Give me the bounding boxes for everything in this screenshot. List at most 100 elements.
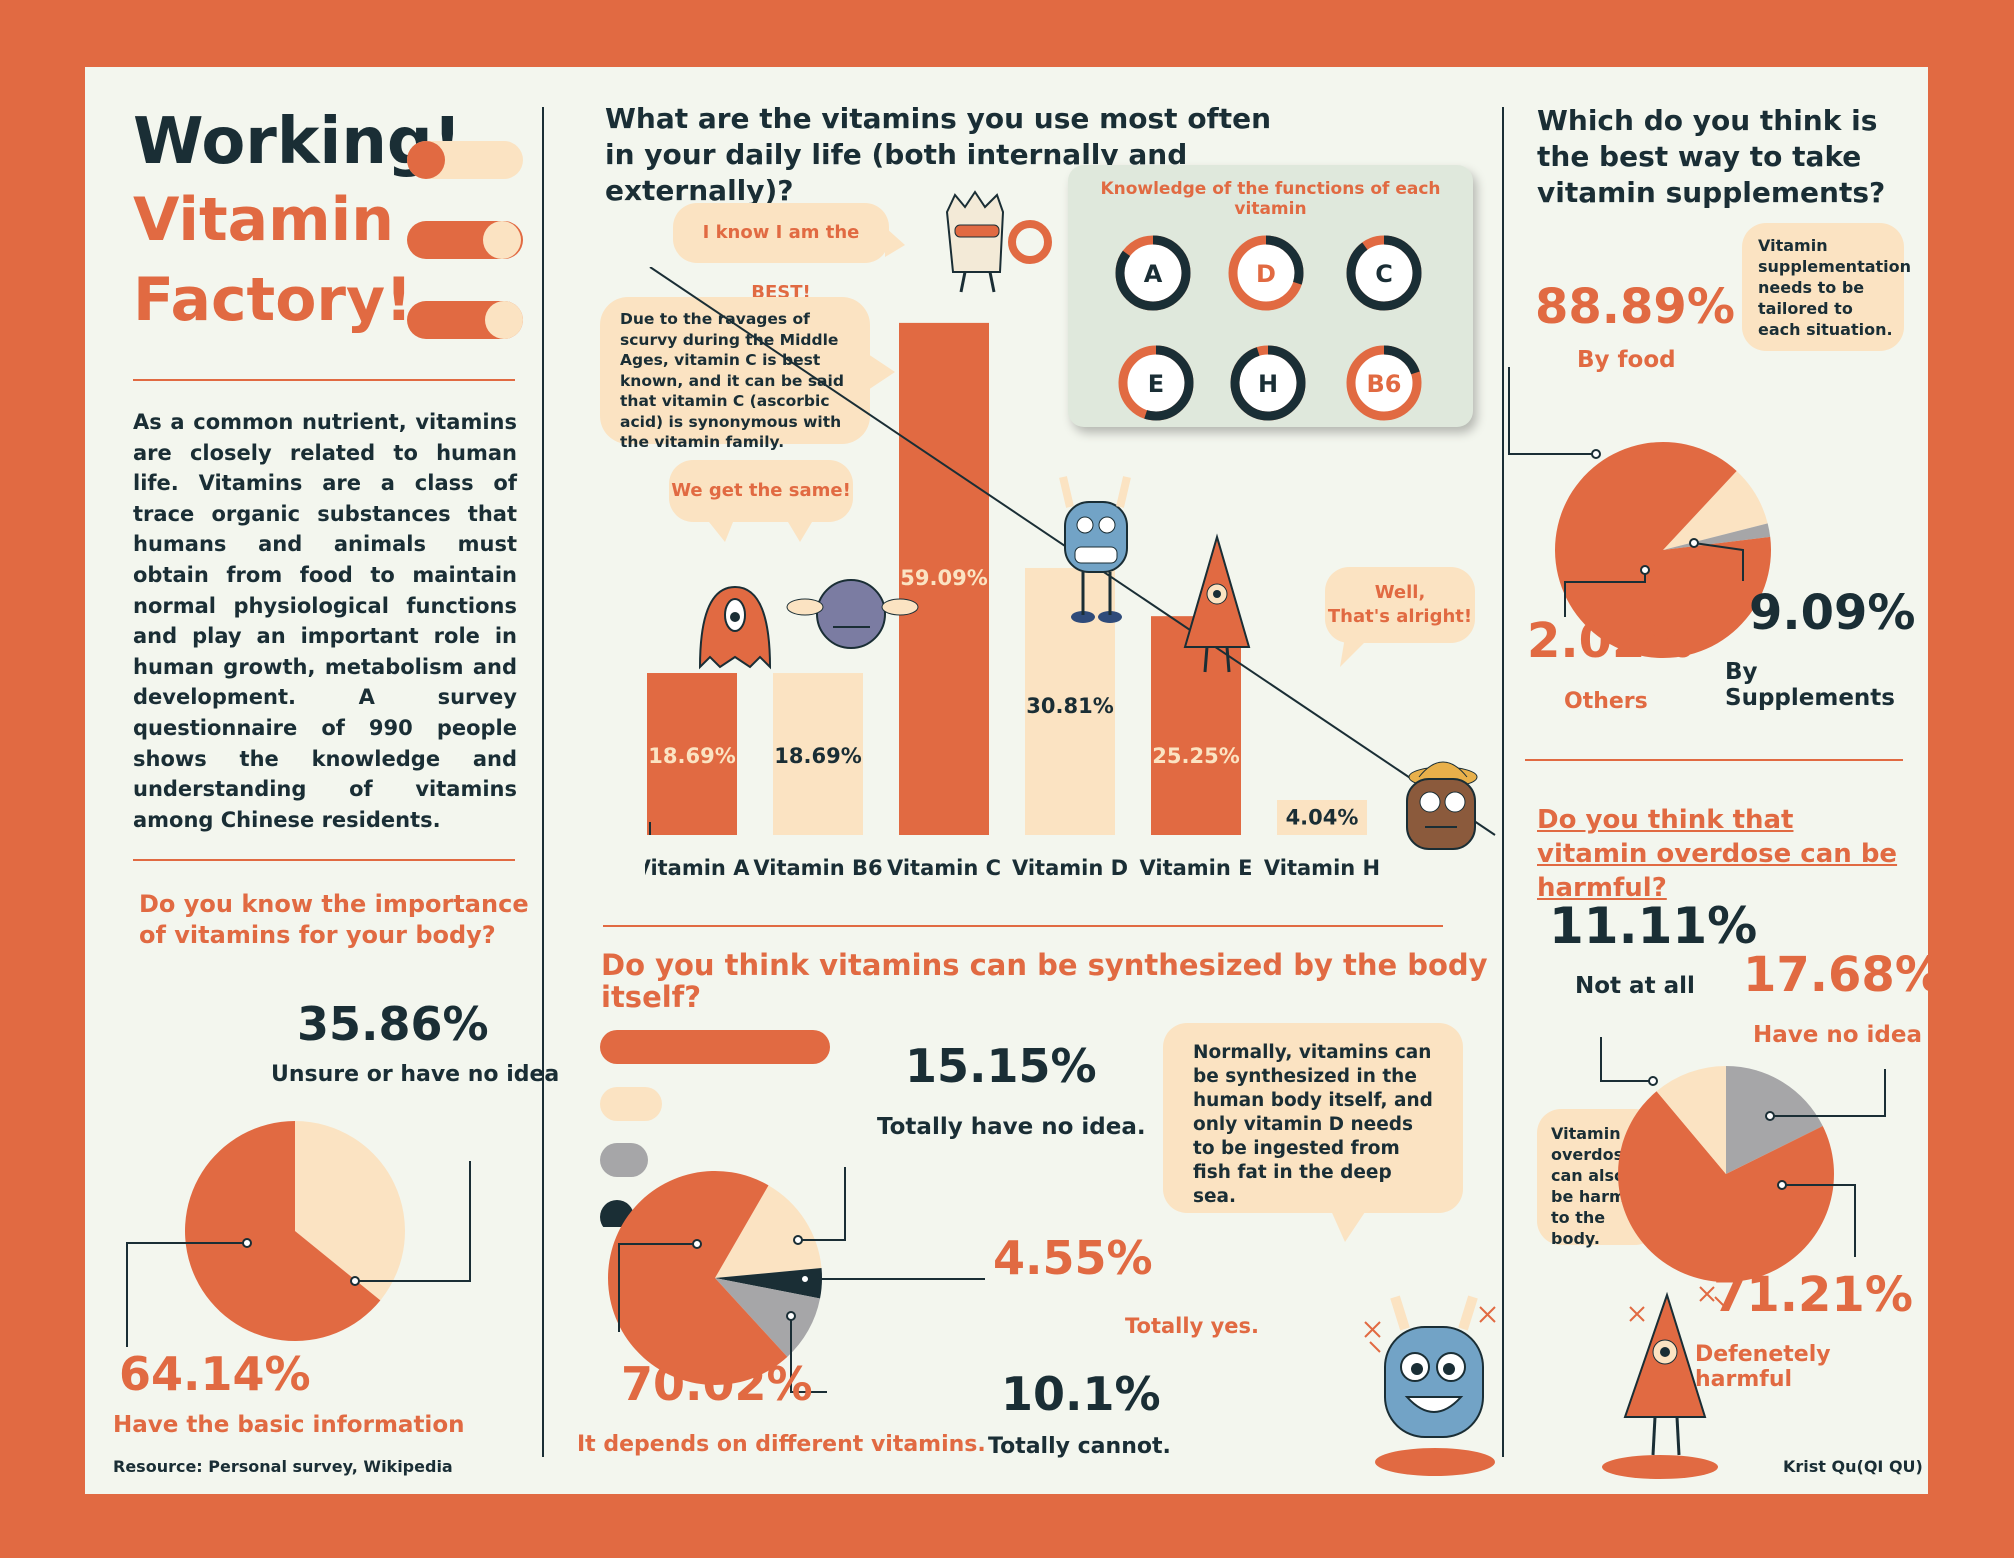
overdose-pie-chart xyxy=(1600,1037,1886,1282)
supplement-others-label: Others xyxy=(1564,689,1648,714)
synth-question: Do you think vitamins can be synthesized… xyxy=(601,948,1488,1014)
pie-supplement-slice-0 xyxy=(1663,471,1768,550)
bar-category-label-4: Vitamin E xyxy=(1140,856,1253,880)
vitamin-ring-fill-4 xyxy=(1230,345,1306,421)
synth-noidea-value: 15.15% xyxy=(905,1039,1097,1093)
vitamin-ring-fill-3 xyxy=(1118,345,1194,421)
supplement-supp-value: 9.09% xyxy=(1749,585,1916,641)
vitamin-letter-3: E xyxy=(1148,370,1164,398)
importance-basic-label: Have the basic information xyxy=(113,1412,465,1438)
synth-bubble: Normally, vitamins can be synthesized in… xyxy=(1163,1023,1463,1213)
synth-yes-label: Totally yes. xyxy=(1125,1314,1259,1338)
overdose-harmful-label: Defenetely harmful xyxy=(1695,1342,1831,1392)
ball-character-icon xyxy=(786,579,919,649)
synth-pie xyxy=(608,1171,822,1385)
overdose-question: Do you think that vitamin overdose can b… xyxy=(1537,805,1898,903)
column-divider-2 xyxy=(1502,107,1504,1457)
bar-5 xyxy=(1277,799,1367,835)
ghost-character-icon xyxy=(698,585,772,670)
credit: Krist Qu(QI QU) xyxy=(1783,1457,1923,1476)
pie-overdose-slice-0 xyxy=(1726,1066,1823,1174)
overdose-noidea-label: Have no idea xyxy=(1753,1022,1923,1048)
legend-pill-grey xyxy=(600,1143,648,1177)
pie-supplement-slice-2 xyxy=(1555,442,1771,658)
bar-value-label-1: 18.69% xyxy=(774,744,861,768)
divider-middle xyxy=(603,925,1443,927)
knowledge-title: Knowledge of the functions of each vitam… xyxy=(1100,179,1441,219)
vitamin-ring-fill-5 xyxy=(1346,345,1422,421)
overdose-notatall-value: 11.11% xyxy=(1549,897,1758,955)
alright-line-2: That's alright! xyxy=(1327,606,1473,627)
cup-character-icon xyxy=(945,190,1052,293)
bar-3 xyxy=(1025,567,1115,835)
overdose-notatall-label: Not at all xyxy=(1575,973,1695,999)
divider-left-1 xyxy=(133,379,515,381)
pie-synth-slice-1 xyxy=(715,1268,822,1299)
overdose-pie xyxy=(1618,1066,1834,1282)
bar-2 xyxy=(899,322,989,835)
bar-value-label-2: 59.09% xyxy=(900,566,987,590)
knowledge-icons: A D C E H B6 xyxy=(1115,235,1422,421)
infographic-panel: Working! Vitamin Factory! As a common nu… xyxy=(85,67,1943,1494)
vitamin-ring-fill-2 xyxy=(1346,235,1422,311)
importance-pie-chart xyxy=(126,1121,471,1347)
importance-unsure-label: Unsure or have no idea xyxy=(271,1062,560,1087)
bar-category-label-5: Vitamin H xyxy=(1264,856,1380,880)
supplement-pie-chart xyxy=(1508,367,1771,658)
intro-paragraph: As a common nutrient, vitamins are close… xyxy=(133,410,517,832)
tailored-bubble: Vitamin supplementation needs to be tail… xyxy=(1742,223,1911,351)
bar-category-label-3: Vitamin D xyxy=(1012,856,1128,880)
vitamin-letter-1: D xyxy=(1256,260,1276,288)
importance-pie xyxy=(184,1121,405,1341)
scurvy-bubble: Due to the ravages of scurvy during the … xyxy=(600,297,870,451)
vitamin-bar-chart: 18.69% Vitamin A 18.69% Vitamin B6 59.09% Vit… xyxy=(645,267,1496,880)
vitamin-letter-5: B6 xyxy=(1367,370,1402,398)
title-line-2: Vitamin xyxy=(133,185,394,255)
pie-importance-slice-0 xyxy=(295,1121,405,1301)
overdose-noidea-value: 17.68% xyxy=(1743,947,1943,1003)
vitamin-ring-fill-0 xyxy=(1115,235,1191,311)
bar-value-label-5: 4.04% xyxy=(1286,805,1359,829)
knowledge-box: Knowledge of the functions of each vitam… xyxy=(1068,165,1473,427)
synth-cannot-label: Totally cannot. xyxy=(988,1434,1171,1459)
supplement-food-label: By food xyxy=(1577,347,1676,373)
bar-value-label-0: 18.69% xyxy=(648,744,735,768)
supplement-food-value: 88.89% xyxy=(1535,279,1735,335)
synth-yes-value: 4.55% xyxy=(993,1231,1153,1285)
triangle-character-icon xyxy=(1183,533,1251,673)
bar-1 xyxy=(773,673,863,835)
supplement-question: Which do you think is the best way to ta… xyxy=(1537,104,1886,209)
synth-depends-label: It depends on different vitamins. xyxy=(577,1432,986,1457)
synth-cannot-value: 10.1% xyxy=(1001,1367,1161,1421)
pie-synth-slice-0 xyxy=(715,1185,822,1278)
supplement-others-value: 2.02% xyxy=(1527,613,1694,669)
divider-left-2 xyxy=(133,859,515,861)
pie-synth-slice-2 xyxy=(715,1278,821,1357)
importance-question: Do you know the importance of vitamins f… xyxy=(139,890,529,949)
worried-triangle-character-icon xyxy=(1602,1286,1726,1479)
hat-monster-character-icon xyxy=(1406,761,1478,850)
supplement-supp-label: By Supplements xyxy=(1725,659,1895,711)
importance-unsure-value: 35.86% xyxy=(297,997,489,1051)
pie-overdose-slice-1 xyxy=(1618,1091,1834,1282)
bar-0 xyxy=(647,673,737,835)
vitamin-ring-fill-1 xyxy=(1228,235,1304,311)
bar-category-label-2: Vitamin C xyxy=(887,856,1001,880)
thumbs-up-monster-icon xyxy=(1364,1295,1496,1476)
pie-importance-slice-1 xyxy=(184,1121,381,1341)
best-bubble: I know I am the BEST! xyxy=(673,203,889,303)
synth-pie-chart xyxy=(608,1167,985,1393)
title-line-3: Factory! xyxy=(133,265,413,335)
importance-basic-value: 64.14% xyxy=(119,1347,311,1401)
bar-category-label-0: Vitamin A xyxy=(645,856,750,880)
vitamin-letter-0: A xyxy=(1144,260,1163,288)
synth-noidea-label: Totally have no idea. xyxy=(877,1114,1146,1140)
legend-pill-cream xyxy=(600,1087,662,1121)
bar-chart-group: 18.69% Vitamin A 18.69% Vitamin B6 59.09% Vit… xyxy=(645,322,1380,880)
alright-line-1: Well, xyxy=(1374,582,1426,603)
alright-bubble: Well, That's alright! xyxy=(1325,567,1475,643)
overdose-harmful-value: 71.21% xyxy=(1713,1267,1913,1323)
source-note: Resource: Personal survey, Wikipedia xyxy=(113,1457,453,1476)
vitamin-letter-4: H xyxy=(1258,370,1278,398)
blue-monster-character-icon xyxy=(1059,476,1131,623)
